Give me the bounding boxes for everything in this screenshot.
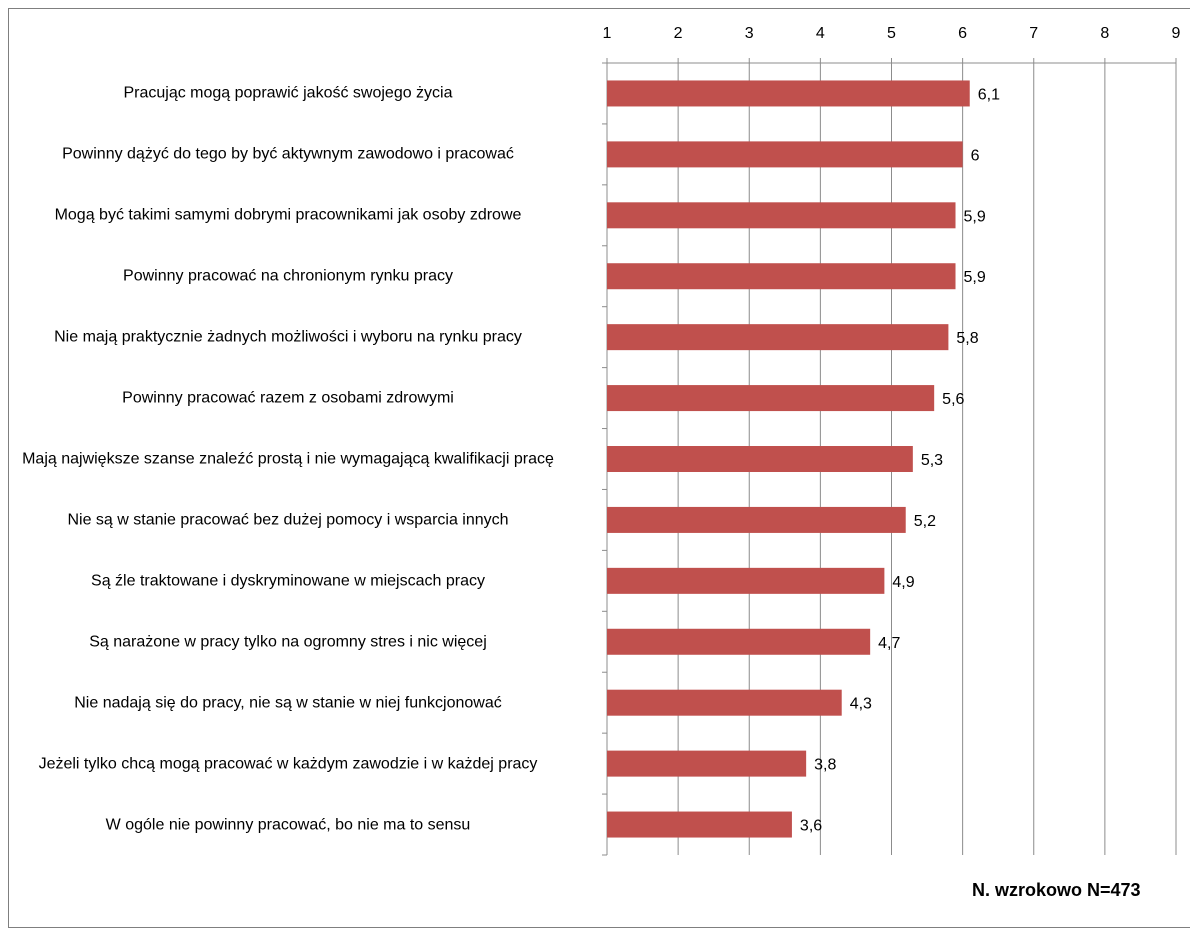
- value-label: 5,3: [921, 452, 943, 469]
- category-label: Jeżeli tylko chcą mogą pracować w każdym…: [38, 755, 538, 773]
- bar: [607, 202, 956, 229]
- category-label: Powinny dążyć do tego by być aktywnym za…: [62, 145, 514, 163]
- x-tick-label: 6: [958, 25, 967, 42]
- x-tick-label: 3: [745, 25, 754, 42]
- x-tick-label: 2: [674, 25, 683, 42]
- bar: [607, 385, 935, 412]
- value-label: 4,9: [892, 574, 914, 591]
- category-label: Są narażone w pracy tylko na ogromny str…: [89, 633, 487, 651]
- value-label: 4,7: [878, 635, 900, 652]
- category-label: Mogą być takimi samymi dobrymi pracownik…: [54, 206, 522, 224]
- category-label: W ogóle nie powinny pracować, bo nie ma …: [105, 816, 471, 834]
- x-tick-label: 4: [816, 25, 825, 42]
- value-label: 3,8: [814, 757, 836, 774]
- bar: [607, 811, 792, 838]
- bar: [607, 80, 970, 107]
- value-label: 5,8: [956, 330, 978, 347]
- bar: [607, 141, 963, 168]
- x-tick-label: 5: [887, 25, 896, 42]
- x-tick-label: 8: [1100, 25, 1109, 42]
- bar: [607, 689, 842, 716]
- category-label: Mają największe szanse znaleźć prostą i …: [22, 450, 554, 468]
- value-label: 3,6: [800, 818, 822, 835]
- x-tick-label: 1: [603, 25, 612, 42]
- value-label: 5,9: [964, 208, 986, 225]
- category-label: Nie mają praktycznie żadnych możliwości …: [54, 328, 522, 346]
- value-label: 6,1: [978, 86, 1000, 103]
- value-label: 6: [971, 147, 980, 164]
- bar: [607, 506, 906, 533]
- value-label: 5,9: [964, 269, 986, 286]
- category-label: Powinny pracować na chronionym rynku pra…: [123, 267, 453, 285]
- bar: [607, 324, 949, 351]
- bar: [607, 446, 913, 472]
- value-label: 4,3: [850, 696, 872, 713]
- value-label: 5,2: [914, 513, 936, 530]
- sample-note: N. wzrokowo N=473: [972, 880, 1141, 900]
- category-label: Pracując mogą poprawić jakość swojego ży…: [123, 84, 453, 102]
- category-label: Powinny pracować razem z osobami zdrowym…: [122, 389, 454, 407]
- category-label: Nie nadają się do pracy, nie są w stanie…: [74, 694, 502, 712]
- value-label: 5,6: [942, 391, 964, 408]
- bar: [607, 567, 885, 594]
- bar: [607, 750, 807, 777]
- category-label: Są źle traktowane i dyskryminowane w mie…: [91, 572, 485, 590]
- category-label: Nie są w stanie pracować bez dużej pomoc…: [67, 511, 509, 529]
- x-tick-label: 7: [1029, 25, 1038, 42]
- bar: [607, 263, 956, 290]
- bar: [607, 628, 871, 655]
- x-tick-label: 9: [1172, 25, 1181, 42]
